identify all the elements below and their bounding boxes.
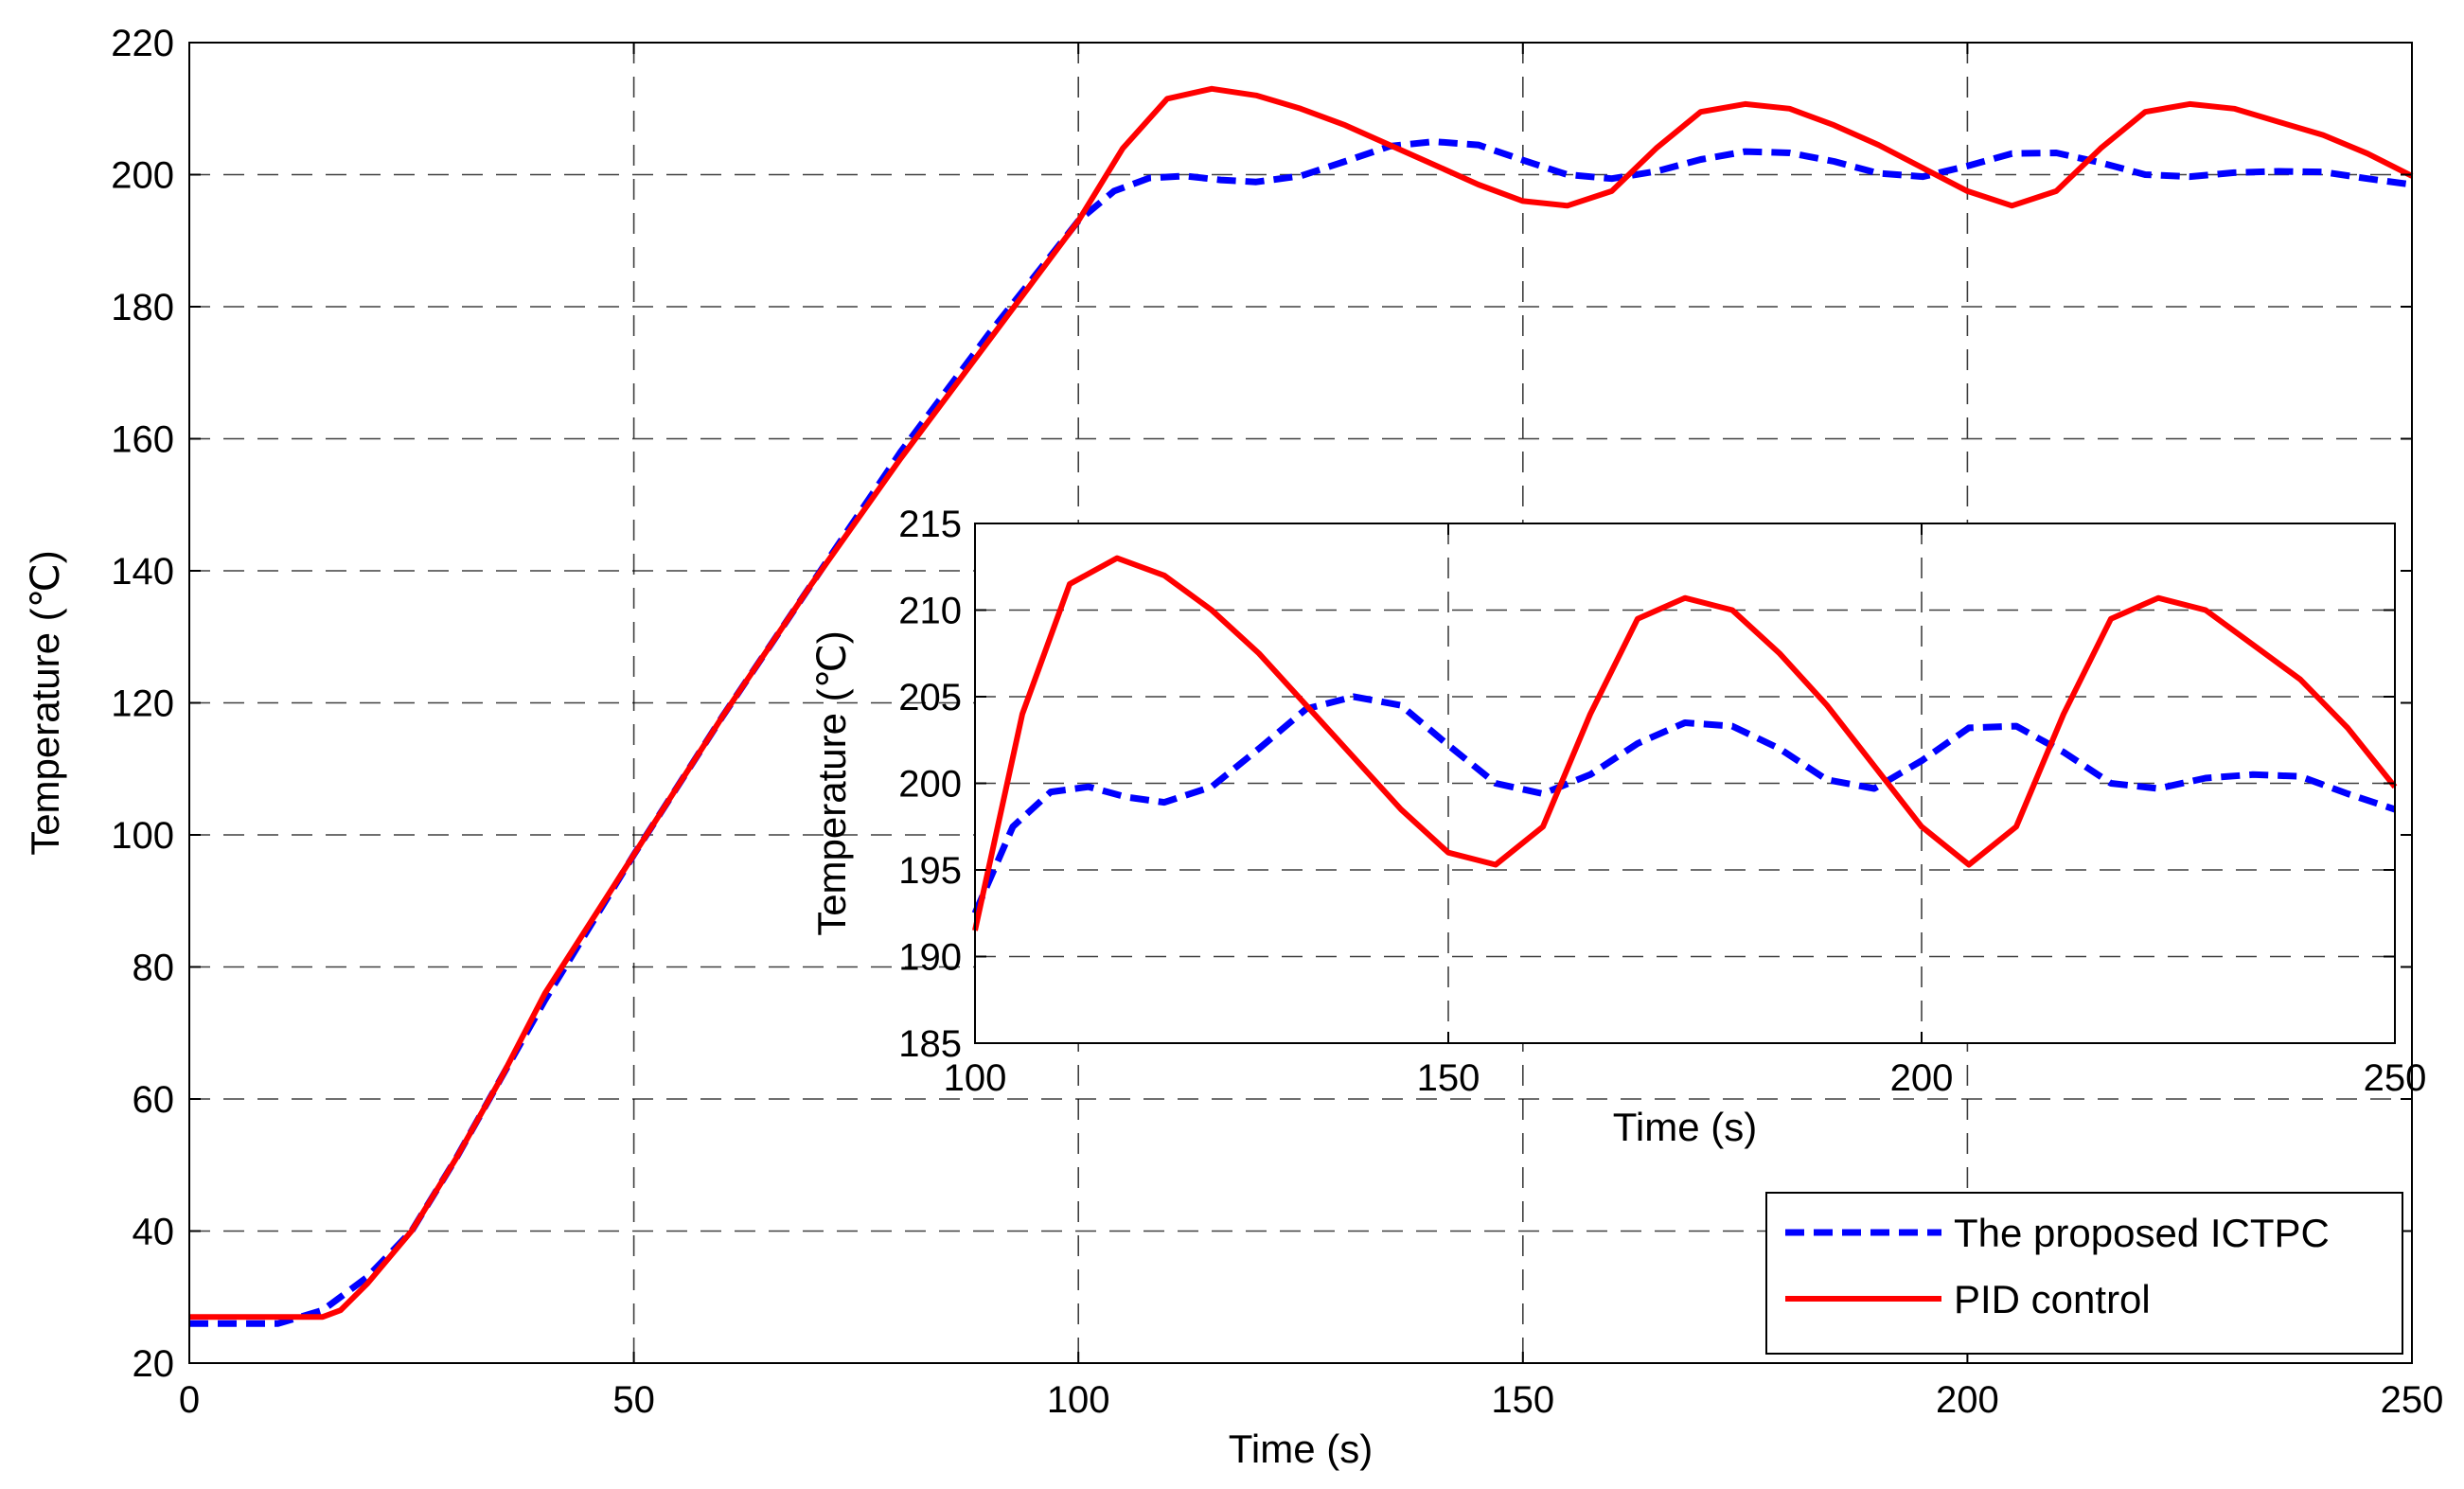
- main-y-tick-label: 80: [133, 948, 175, 989]
- inset-x-tick-label: 250: [2364, 1057, 2427, 1099]
- inset-chart: 100 150 200 250 185 190 195 200 205 210 215 Time (s…: [809, 504, 2426, 1149]
- inset-x-tick-label: 100: [944, 1057, 1007, 1099]
- main-y-tick-label: 160: [111, 419, 174, 461]
- main-y-tick-label: 120: [111, 683, 174, 725]
- main-y-tick-label: 60: [133, 1079, 175, 1121]
- main-x-tick-label: 150: [1491, 1379, 1554, 1421]
- main-y-tick-label: 140: [111, 551, 174, 593]
- main-x-tick-label: 250: [2381, 1379, 2444, 1421]
- inset-series-line: [971, 693, 2397, 915]
- main-y-tick-label: 100: [111, 815, 174, 857]
- main-y-tick-label: 180: [111, 287, 174, 328]
- main-x-tick-label: 50: [612, 1379, 655, 1421]
- main-y-tick-label: 40: [133, 1212, 175, 1253]
- inset-x-tick-label: 150: [1417, 1057, 1480, 1099]
- legend-label: The proposed ICTPC: [1954, 1211, 2330, 1255]
- legend: The proposed ICTPC PID control: [1765, 1192, 2403, 1355]
- inset-y-tick-label: 190: [898, 937, 962, 979]
- inset-y-tick-label: 185: [898, 1023, 962, 1065]
- main-series-line: [189, 85, 2414, 1321]
- main-y-tick-label: 20: [133, 1343, 175, 1385]
- main-y-tick-label: 200: [111, 155, 174, 197]
- inset-y-tick-label: 195: [898, 850, 962, 892]
- main-x-axis-title: Time (s): [1229, 1427, 1373, 1471]
- legend-box: [1765, 1192, 2403, 1355]
- inset-y-tick-label: 215: [898, 504, 962, 545]
- inset-y-tick-label: 200: [898, 764, 962, 806]
- main-x-tick-label: 200: [1936, 1379, 1999, 1421]
- inset-y-axis-title: Temperature (℃): [809, 630, 854, 936]
- inset-y-tick-label: 210: [898, 591, 962, 632]
- main-x-tick-label: 100: [1047, 1379, 1110, 1421]
- inset-series-line: [972, 555, 2398, 931]
- main-y-axis-title: Temperature (℃): [23, 550, 67, 856]
- legend-label: PID control: [1954, 1277, 2151, 1321]
- main-y-tick-label: 220: [111, 23, 174, 64]
- inset-y-tick-label: 205: [898, 677, 962, 718]
- inset-x-axis-title: Time (s): [1613, 1105, 1757, 1149]
- inset-x-tick-label: 200: [1890, 1057, 1954, 1099]
- main-x-tick-label: 0: [179, 1379, 200, 1421]
